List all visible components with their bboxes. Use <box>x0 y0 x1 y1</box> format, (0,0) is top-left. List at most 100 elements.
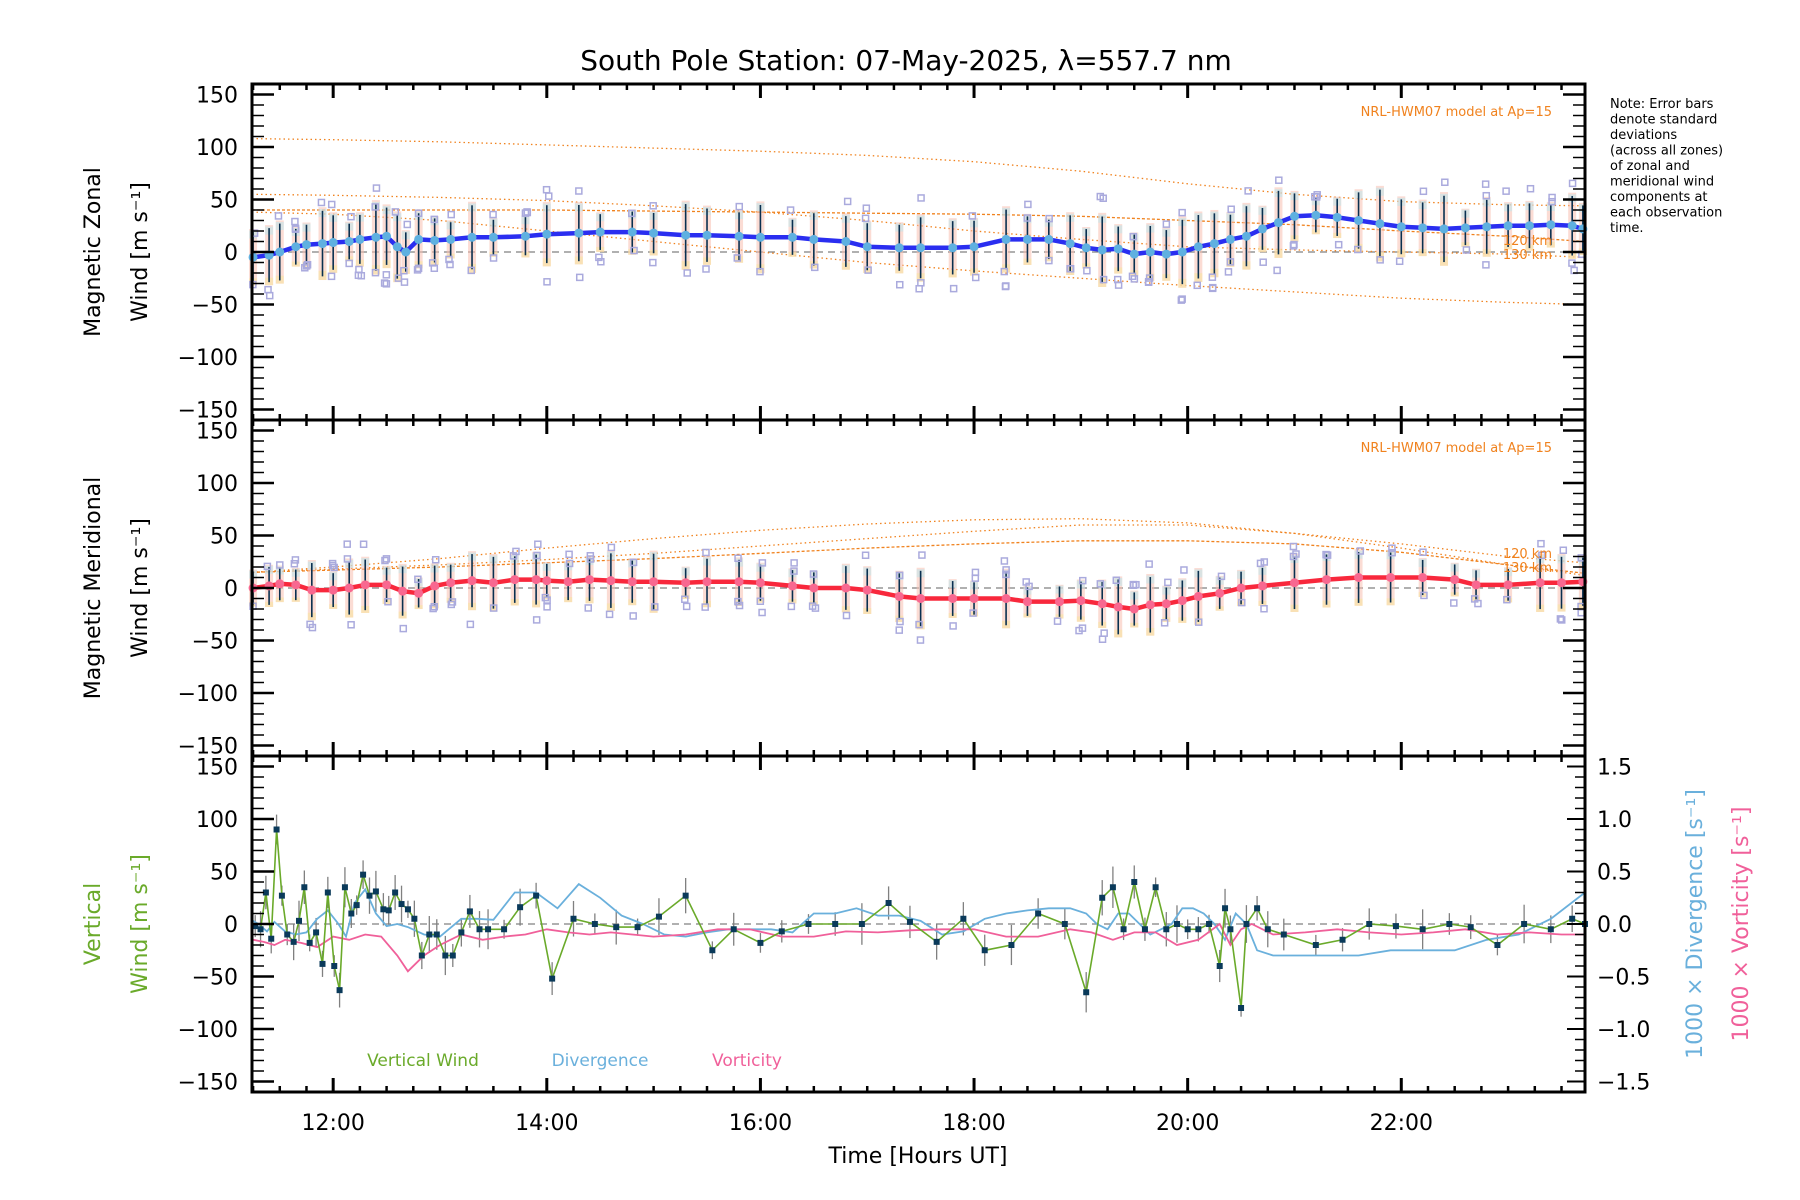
mean-wind-point <box>467 232 477 242</box>
mean-wind-point <box>382 231 392 241</box>
zone-point <box>1053 617 1062 625</box>
zone-point <box>1481 180 1490 188</box>
zone-point <box>1145 560 1153 568</box>
vertical-wind-point <box>613 924 620 931</box>
mean-wind-point <box>734 577 744 587</box>
mean-wind-point <box>627 577 637 587</box>
zone-point <box>264 285 272 294</box>
mean-wind-point <box>841 583 851 593</box>
zone-point <box>1556 615 1565 623</box>
zone-point <box>446 260 454 269</box>
mean-wind-point <box>1161 249 1171 259</box>
zone-point <box>403 220 412 229</box>
zone-point <box>347 212 355 221</box>
y-tick-label: −100 <box>178 1018 238 1043</box>
zone-point <box>430 215 439 224</box>
zone-point <box>861 551 870 560</box>
zone-point <box>542 185 551 194</box>
vertical-wind-point <box>442 952 449 959</box>
vertical-wind-point <box>372 888 379 895</box>
mean-wind-point <box>809 583 819 593</box>
zone-point <box>414 264 423 273</box>
mean-wind-point <box>702 577 712 587</box>
zone-point <box>301 264 309 272</box>
vertical-wind-point <box>906 918 913 925</box>
vertical-wind-point <box>404 906 411 913</box>
zone-point <box>534 540 542 548</box>
mean-wind-point <box>1129 249 1139 259</box>
zone-point <box>430 264 439 272</box>
mean-wind-point <box>1044 234 1054 244</box>
zone-point <box>371 203 379 211</box>
zone-point <box>1419 548 1427 556</box>
mean-wind-point <box>382 580 392 590</box>
mean-wind-point <box>894 591 904 601</box>
zone-point <box>629 558 638 567</box>
vertical-wind-point <box>380 906 387 913</box>
zone-point <box>787 602 796 611</box>
zone-point <box>1177 296 1186 304</box>
mean-wind-point <box>1546 220 1556 230</box>
note-line: deviations <box>1610 128 1677 143</box>
vertical-wind-point <box>1163 926 1170 933</box>
x-tick-label: 16:00 <box>729 1111 792 1136</box>
note-line: components at <box>1610 190 1708 205</box>
zone-point <box>1244 187 1252 195</box>
vertical-wind-point <box>341 884 348 891</box>
mean-wind-point <box>1535 578 1545 588</box>
zone-point <box>629 612 637 620</box>
vertical-wind-point <box>1008 942 1015 948</box>
model-curve <box>251 518 1586 577</box>
zone-point <box>949 622 957 630</box>
mean-wind-point <box>1482 222 1492 232</box>
zone-point <box>733 254 742 262</box>
zone-point <box>291 556 300 564</box>
vertical-wind-point <box>418 952 425 959</box>
mean-wind-point <box>1022 597 1032 607</box>
zone-point <box>1023 214 1032 222</box>
vertical-wind-point <box>1109 884 1116 891</box>
mean-wind-point <box>1354 216 1364 225</box>
zone-point <box>512 547 520 556</box>
zone-point <box>382 271 391 279</box>
zone-point <box>1002 570 1010 579</box>
mean-wind-point <box>542 229 552 239</box>
mean-wind-point <box>969 242 979 252</box>
zone-point <box>265 291 274 300</box>
zone-point <box>861 214 870 223</box>
mean-wind-point <box>1193 591 1203 601</box>
mean-wind-point <box>1065 239 1075 249</box>
zone-point <box>607 543 616 552</box>
zone-point <box>1289 542 1298 551</box>
zone-point <box>1193 281 1201 290</box>
mean-wind-point <box>1503 221 1513 231</box>
legend-item: Vertical Wind <box>367 1051 479 1071</box>
zone-point <box>400 266 408 275</box>
vertical-wind-point <box>1446 921 1453 927</box>
right-tick-label: −1.0 <box>1597 1018 1650 1043</box>
zone-point <box>586 555 595 563</box>
y-axis-title-line2: Wind [m s⁻¹] <box>128 518 153 658</box>
mean-wind-point <box>344 237 354 246</box>
y-tick-label: 100 <box>196 808 238 833</box>
zone-point <box>1112 576 1121 585</box>
vertical-wind-point <box>1152 884 1159 891</box>
vertical-wind-line <box>254 829 1586 1009</box>
vertical-wind-point <box>257 926 264 933</box>
y-tick-label: 0 <box>224 577 238 602</box>
zone-point <box>391 208 400 216</box>
vertical-wind-point <box>433 931 440 938</box>
mean-wind-point <box>531 575 541 585</box>
zone-point <box>1178 295 1186 303</box>
mean-wind-point <box>1439 224 1449 234</box>
zone-point <box>291 217 299 226</box>
zone-point <box>381 556 389 565</box>
zone-point <box>968 212 977 220</box>
mean-wind-point <box>1001 594 1011 603</box>
mean-wind-point <box>787 232 797 242</box>
zone-point <box>969 609 977 617</box>
mean-wind-point <box>414 234 424 244</box>
zone-point <box>1503 595 1511 604</box>
zone-point <box>445 255 453 264</box>
vertical-wind-point <box>805 921 812 927</box>
